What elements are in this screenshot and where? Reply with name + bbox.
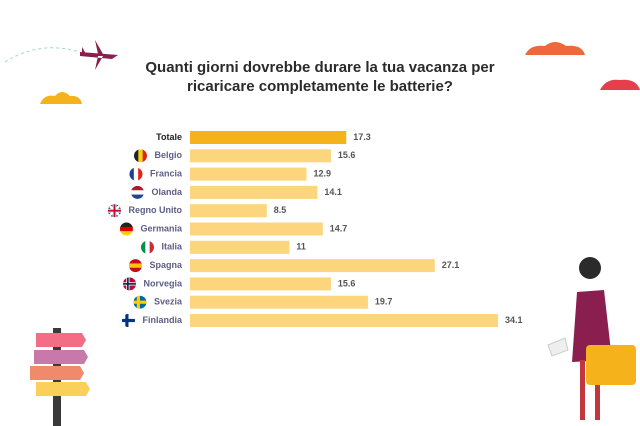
flag-stripe bbox=[128, 263, 142, 269]
bar bbox=[190, 314, 498, 327]
flag-stripe bbox=[133, 167, 139, 181]
flag-stripe bbox=[145, 240, 150, 254]
value-label: 17.3 bbox=[353, 132, 371, 142]
value-label: 14.7 bbox=[330, 223, 348, 233]
bar bbox=[190, 204, 267, 218]
category-label: Francia bbox=[150, 168, 183, 178]
value-label: 12.9 bbox=[314, 168, 332, 178]
bar bbox=[190, 259, 435, 273]
value-label: 8.5 bbox=[274, 205, 287, 215]
flag-stripe bbox=[119, 226, 133, 232]
flag bbox=[108, 204, 121, 218]
bar bbox=[190, 240, 290, 254]
flag-stripe bbox=[119, 222, 133, 228]
bar bbox=[190, 167, 307, 181]
flag-stripe bbox=[130, 185, 144, 191]
flag-stripe bbox=[140, 240, 146, 254]
flag bbox=[133, 149, 147, 163]
bar bbox=[190, 277, 331, 291]
flag bbox=[140, 240, 154, 254]
bar bbox=[190, 131, 347, 144]
flag-cross bbox=[122, 283, 136, 285]
flag-stripe bbox=[130, 194, 144, 199]
flag bbox=[121, 314, 135, 327]
category-label: Olanda bbox=[151, 187, 183, 197]
flag-stripe bbox=[129, 167, 135, 181]
value-label: 15.6 bbox=[338, 150, 356, 160]
category-label: Svezia bbox=[154, 297, 183, 307]
flag bbox=[129, 167, 143, 181]
bar bbox=[190, 185, 318, 199]
flag-cross bbox=[133, 301, 147, 303]
category-label: Regno Unito bbox=[129, 205, 183, 215]
flag-stripe bbox=[130, 190, 144, 195]
flag-cross bbox=[113, 204, 116, 218]
value-label: 34.1 bbox=[505, 315, 523, 325]
category-label: Germania bbox=[140, 223, 183, 233]
flag-stripe bbox=[119, 231, 133, 236]
flag-stripe bbox=[138, 149, 143, 163]
decoration bbox=[4, 40, 640, 426]
value-label: 15.6 bbox=[338, 278, 356, 288]
chart-title: Quanti giorni dovrebbe durare la tua vac… bbox=[145, 59, 495, 95]
bar bbox=[190, 149, 331, 163]
flag-stripe bbox=[149, 240, 154, 254]
flag-stripe bbox=[128, 259, 142, 264]
flag bbox=[122, 277, 136, 291]
value-label: 27.1 bbox=[442, 260, 460, 270]
flag-cross bbox=[126, 314, 128, 327]
value-label: 19.7 bbox=[375, 297, 393, 307]
value-label: 14.1 bbox=[324, 187, 342, 197]
bar bbox=[190, 295, 368, 309]
category-label: Finlandia bbox=[142, 315, 182, 325]
flag bbox=[128, 259, 142, 273]
category-label: Belgio bbox=[154, 150, 182, 160]
flag-cross bbox=[137, 295, 140, 309]
flag-cross bbox=[127, 277, 129, 291]
category-label: Spagna bbox=[149, 260, 183, 270]
category-label: Totale bbox=[156, 132, 182, 142]
flag bbox=[119, 222, 133, 236]
flag-stripe bbox=[133, 149, 139, 163]
flag bbox=[133, 295, 147, 309]
category-label: Italia bbox=[161, 242, 183, 252]
flag bbox=[130, 185, 144, 199]
flag-stripe bbox=[128, 267, 142, 273]
value-label: 11 bbox=[296, 242, 306, 252]
bar bbox=[190, 222, 323, 236]
flag-stripe bbox=[138, 167, 143, 181]
flag-stripe bbox=[142, 149, 147, 163]
flag-cross bbox=[121, 319, 135, 322]
category-label: Norvegia bbox=[143, 278, 183, 288]
